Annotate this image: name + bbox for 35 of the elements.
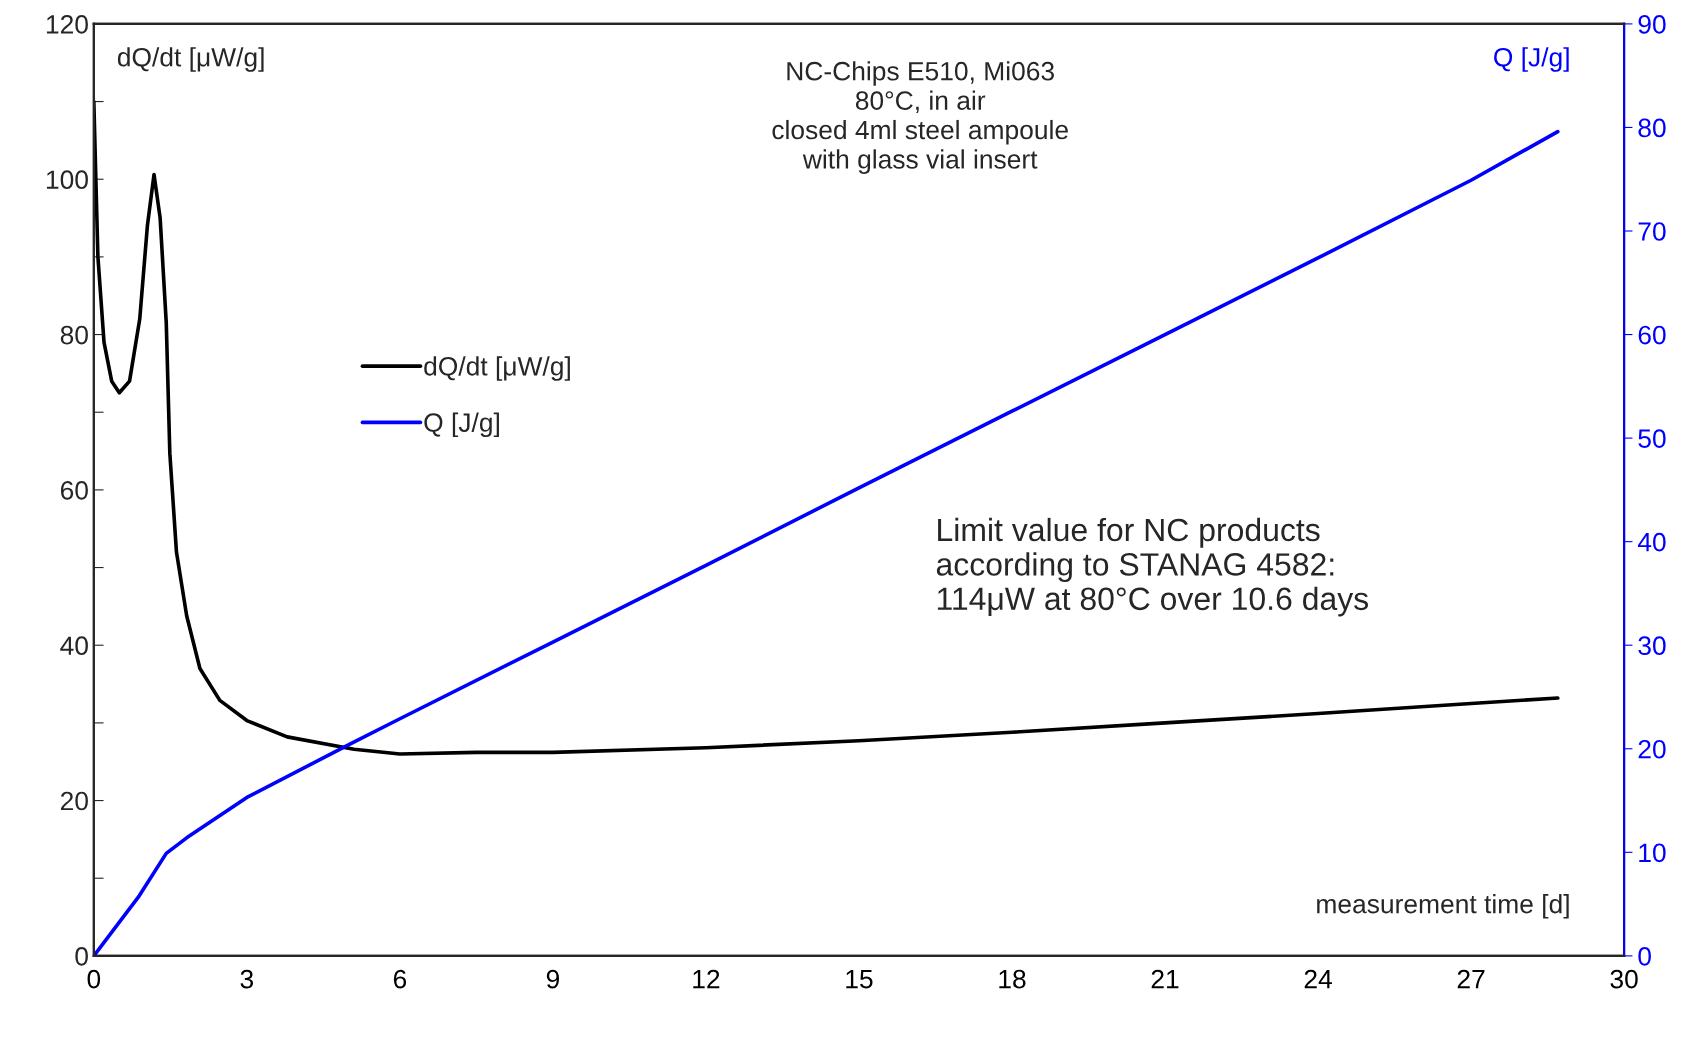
y2-tick-label: 90 (1638, 15, 1666, 34)
x-tick-label: 30 (1610, 969, 1638, 989)
x-tick-label: 27 (1457, 969, 1485, 989)
y-tick-label: 40 (60, 636, 88, 656)
y-tick-label: 120 (46, 15, 88, 34)
x-tick-label: 9 (546, 969, 559, 989)
y-axis-title: dQ/dt [μW/g] (117, 47, 264, 72)
y2-tick-label: 30 (1638, 636, 1666, 656)
y2-tick-label: 0 (1638, 947, 1651, 966)
y2-tick-label: 70 (1638, 222, 1666, 241)
legend-label: Q [J/g] (424, 412, 499, 438)
x-tick-label: 21 (1151, 969, 1179, 989)
y-tick-label: 100 (46, 170, 88, 190)
annotation: Limit value for NC products according to STANAG 4582: 114μW at 80°C over 10.6 days (936, 517, 1369, 617)
y2-tick-label: 80 (1638, 118, 1666, 138)
y-tick-label: 20 (60, 791, 88, 811)
x-axis-title: measurement time [d] (1317, 894, 1569, 919)
y-tick-label: 80 (60, 325, 88, 345)
x-tick-label: 18 (999, 969, 1026, 989)
y2-tick-label: 10 (1639, 843, 1666, 863)
y2-tick-label: 60 (1638, 325, 1666, 345)
x-tick-label: 12 (693, 969, 720, 989)
y2-axis-title: Q [J/g] (1494, 47, 1569, 72)
x-tick-label: 15 (846, 970, 873, 989)
y2-tick-label: 40 (1637, 532, 1666, 552)
legend-label: dQ/dt [μW/g] (424, 356, 570, 381)
x-tick-label: 24 (1304, 969, 1332, 989)
x-tick-label: 3 (240, 969, 254, 989)
x-tick-label: 6 (393, 969, 407, 989)
y-tick-label: 60 (60, 481, 88, 500)
y2-tick-label: 20 (1638, 739, 1666, 759)
text: NC-Chips E510, Mi063 80°C, in air closed 4ml steel ampoule with glass vial insert (772, 61, 1068, 174)
y-tick-label: 0 (75, 947, 88, 966)
x-tick-label: 0 (87, 969, 101, 989)
y2-tick-label: 50 (1638, 429, 1666, 448)
